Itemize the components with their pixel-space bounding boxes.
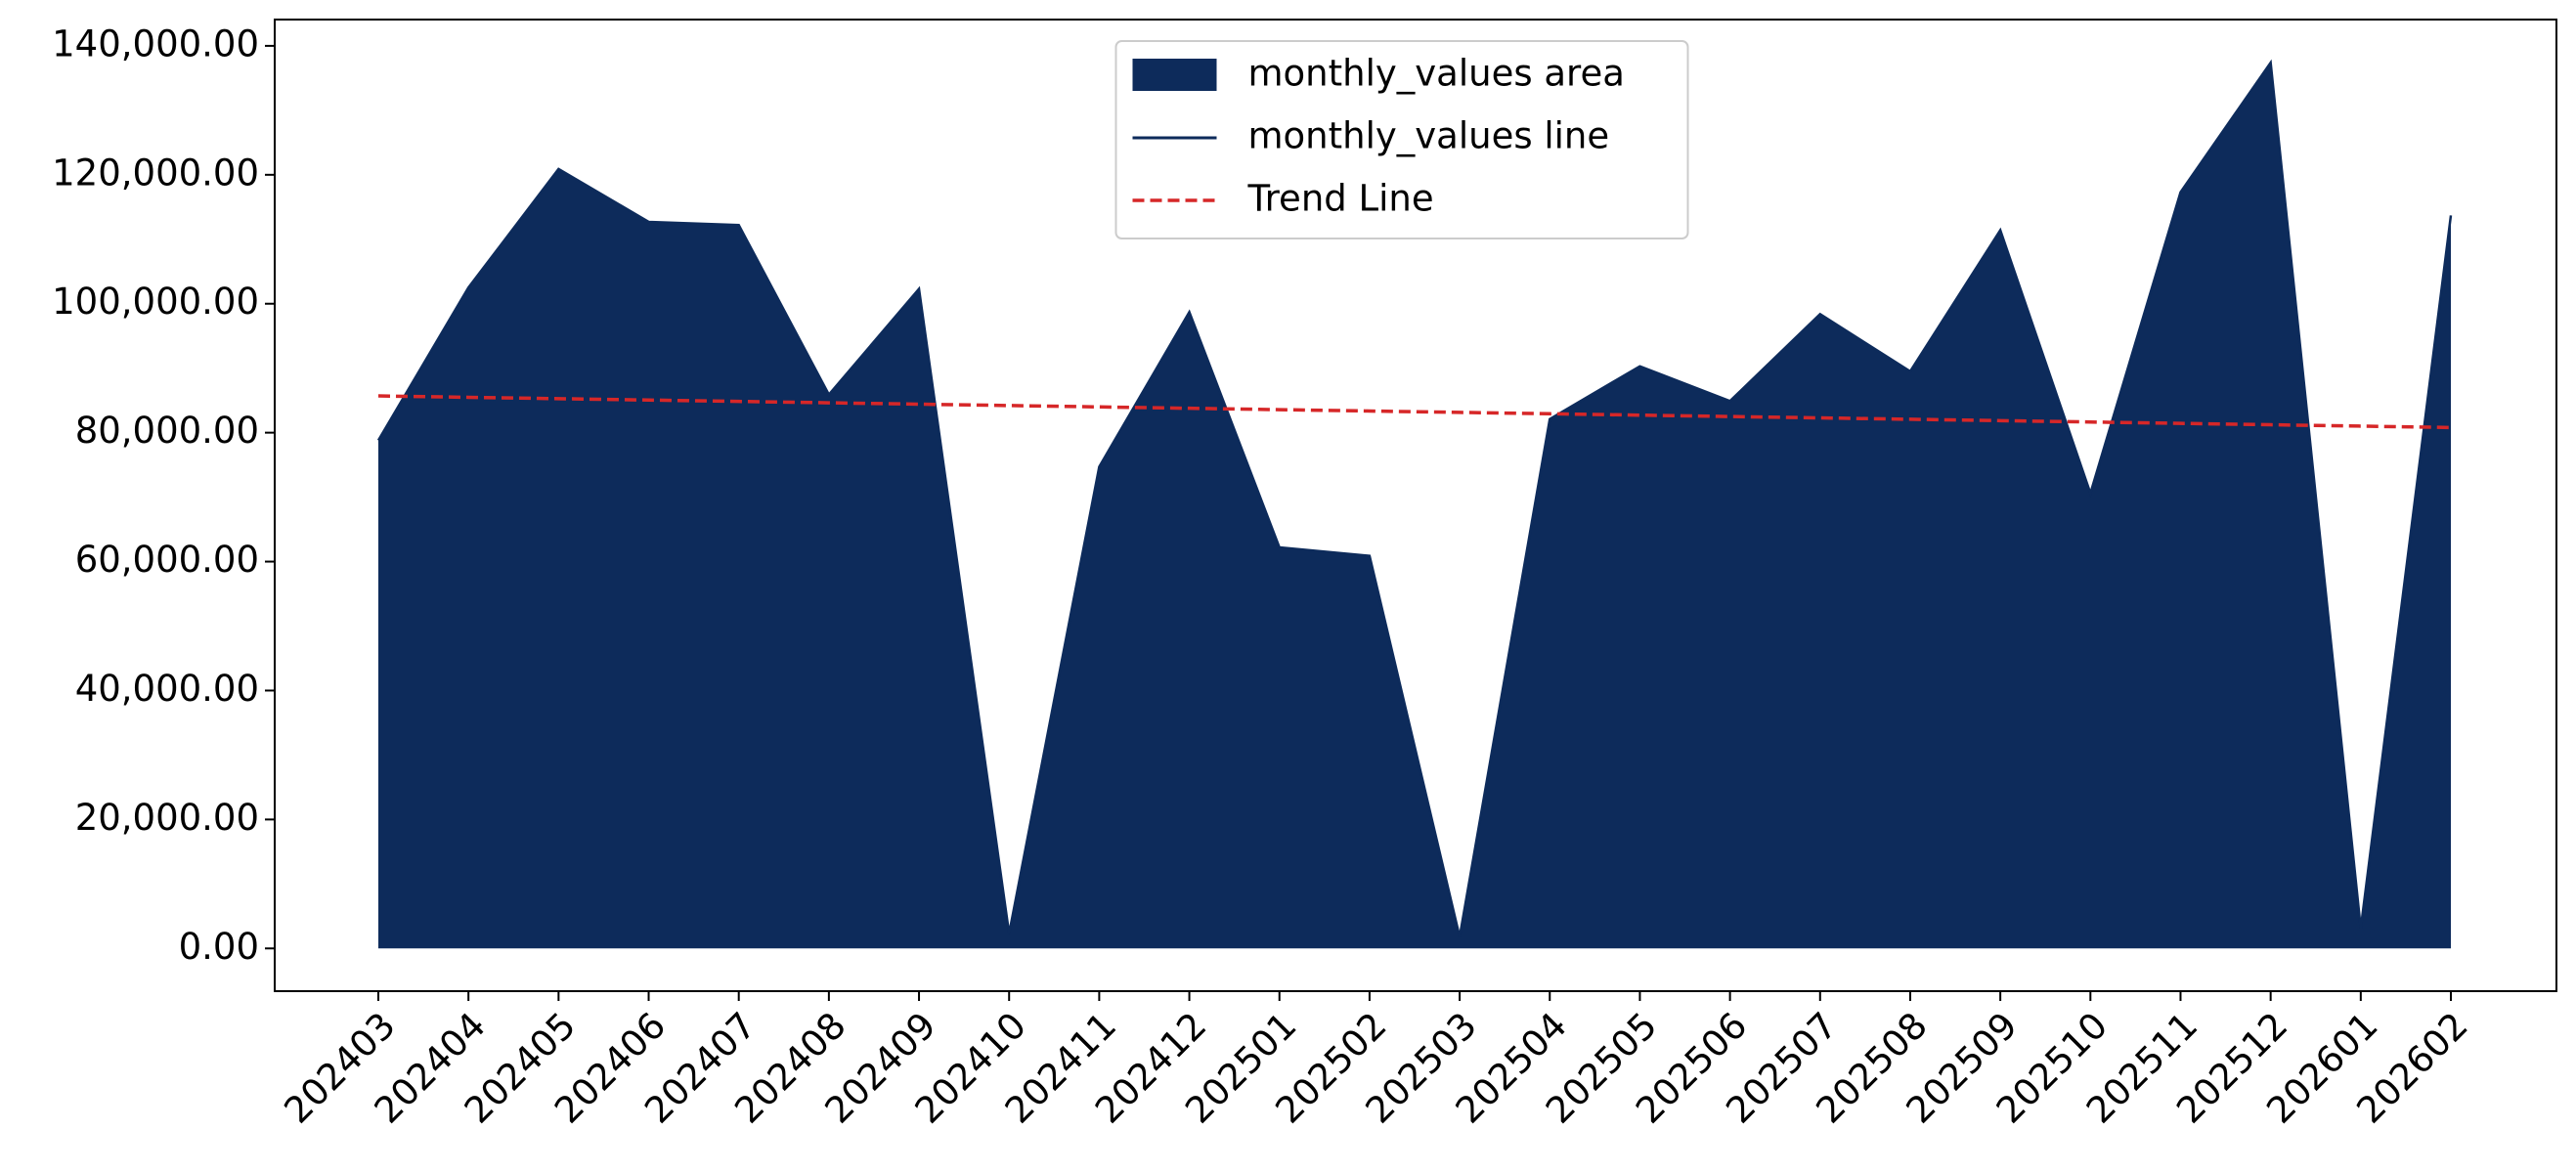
y-tick-label: 100,000.00 bbox=[52, 281, 259, 323]
y-tick-label: 120,000.00 bbox=[52, 152, 259, 194]
legend-swatch bbox=[1132, 59, 1217, 91]
line bbox=[376, 59, 2453, 937]
y-tick-label: 80,000.00 bbox=[75, 410, 259, 452]
legend-label: Trend Line bbox=[1247, 178, 1434, 220]
y-tick-label: 140,000.00 bbox=[52, 22, 259, 65]
plot-frame bbox=[274, 19, 2557, 992]
legend-label: monthly_values area bbox=[1248, 53, 1625, 95]
y-tick-label: 40,000.00 bbox=[75, 668, 259, 710]
area bbox=[378, 63, 2451, 949]
legend-label: monthly_values line bbox=[1248, 115, 1610, 157]
y-tick-label: 60,000.00 bbox=[75, 539, 259, 581]
y-tick-label: 20,000.00 bbox=[75, 797, 259, 839]
legend: monthly_values area monthly_values line Tr… bbox=[1114, 40, 1689, 239]
legend-box bbox=[1114, 40, 1689, 239]
trend-line bbox=[377, 394, 2452, 430]
y-tick-label: 0.00 bbox=[179, 926, 259, 968]
